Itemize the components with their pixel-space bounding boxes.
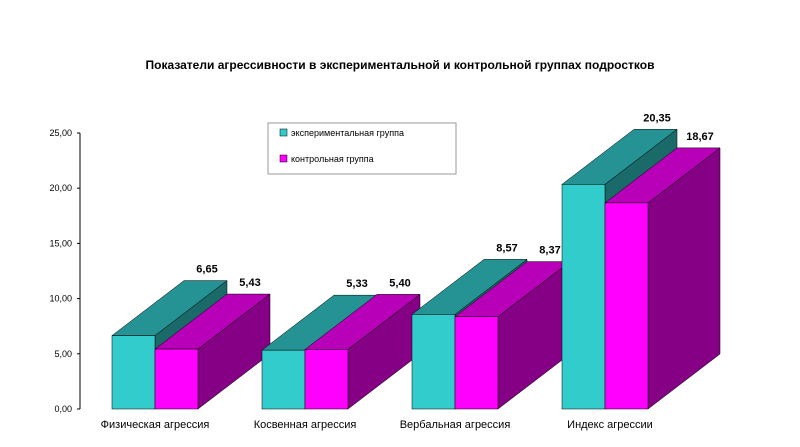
y-tick-label: 15,00 [49, 238, 72, 248]
legend-label: контрольная группа [291, 154, 374, 164]
x-tick-label: Вербальная агрессия [400, 419, 511, 431]
data-label: 18,67 [686, 131, 714, 143]
bar-control [304, 293, 421, 410]
y-tick-label: 5,00 [54, 349, 72, 359]
bar-control [454, 261, 571, 410]
data-label: 5,40 [389, 277, 410, 289]
data-label: 20,35 [643, 112, 671, 124]
bar-control [604, 147, 721, 410]
data-label: 5,43 [239, 277, 260, 289]
x-tick-label: Физическая агрессия [101, 419, 210, 431]
x-tick-label: Косвенная агрессия [254, 419, 357, 431]
legend: экспериментальная группа контрольная груп… [267, 122, 457, 175]
data-label: 6,65 [196, 264, 217, 276]
legend-label: экспериментальная группа [291, 128, 404, 138]
y-tick-label: 10,00 [49, 294, 72, 304]
legend-swatch [279, 128, 288, 137]
y-tick-label: 0,00 [54, 404, 72, 414]
data-label: 8,37 [539, 245, 560, 257]
data-label: 5,33 [346, 278, 367, 290]
chart-title: Показатели агрессивности в экспериментал… [145, 58, 655, 72]
legend-swatch [279, 154, 288, 163]
data-label: 8,57 [496, 242, 517, 254]
y-tick-label: 20,00 [49, 183, 72, 193]
y-tick-label: 25,00 [49, 128, 72, 138]
x-tick-label: Индекс агрессии [567, 419, 653, 431]
bar-control [154, 293, 271, 410]
